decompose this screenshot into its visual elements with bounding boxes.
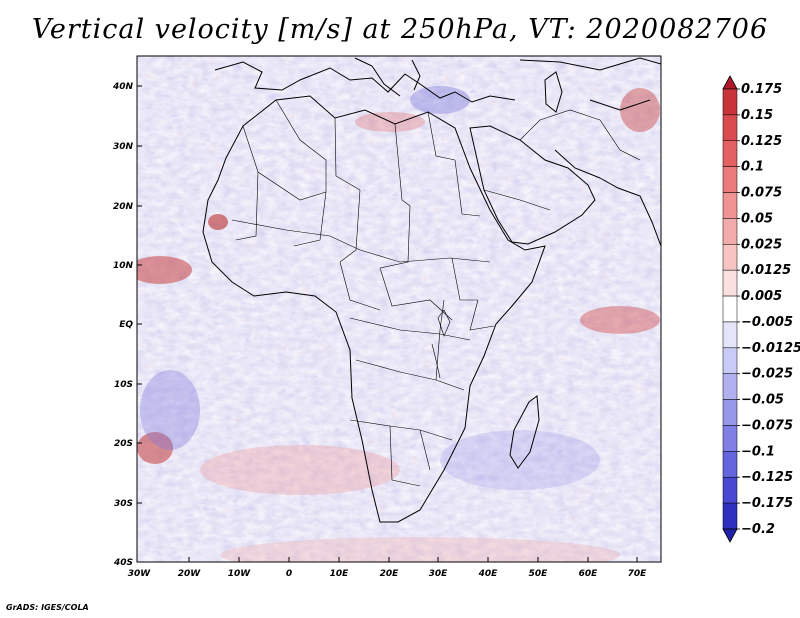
colorbar-bin xyxy=(722,347,738,374)
lat-label: 20S xyxy=(114,439,133,449)
lon-label: 60E xyxy=(579,569,599,579)
lon-label: 10E xyxy=(330,569,350,579)
colorbar-bin xyxy=(722,88,738,116)
lat-label: 20N xyxy=(113,202,134,212)
lat-label: 30S xyxy=(114,499,133,509)
colorbar-label: −0.025 xyxy=(741,367,793,382)
colorbar-label: 0.075 xyxy=(741,186,782,201)
lat-label: EQ xyxy=(119,320,133,330)
africa-coastline xyxy=(202,95,546,523)
colorbar-bin xyxy=(722,502,738,530)
lat-label: 40N xyxy=(112,82,134,92)
colorbar-labels: 0.175 0.15 0.125 0.1 0.075 0.05 0.025 0.… xyxy=(741,82,800,537)
axis-ticks xyxy=(137,85,638,563)
longitude-axis: 30W 20W 10W 0 10E 20E 30E 40E 50E 60E 70… xyxy=(128,569,647,579)
colorbar-max-triangle xyxy=(722,75,738,90)
colorbar-label: 0.05 xyxy=(741,211,773,226)
colorbar-bin xyxy=(722,399,738,426)
grads-credit: GrADS: IGES/COLA xyxy=(6,603,89,612)
colorbar-bin xyxy=(722,140,738,167)
asia-coastline xyxy=(599,177,661,247)
madagascar-coastline xyxy=(509,395,540,469)
latitude-axis: 40N 30N 20N 10N EQ 10S 20S 30S 40S xyxy=(112,82,134,568)
colorbar-bin xyxy=(722,476,738,504)
plot-frame xyxy=(136,55,662,563)
colorbar-bin xyxy=(722,166,738,193)
colorbar-bin xyxy=(722,451,738,478)
lon-label: 70E xyxy=(628,569,648,579)
colorbar-label: 0.0125 xyxy=(741,263,791,278)
colorbar-bin xyxy=(722,114,738,142)
lon-label: 20W xyxy=(178,569,202,579)
colorbar-bin xyxy=(722,425,738,452)
colorbar-bin xyxy=(722,269,738,297)
colorbar-label: −0.175 xyxy=(741,496,793,511)
lat-label: 40S xyxy=(113,558,133,568)
colorbar-min-triangle xyxy=(722,528,738,543)
caspian-coastline xyxy=(544,71,563,113)
lat-label: 10S xyxy=(114,380,133,390)
colorbar-bin xyxy=(722,321,738,349)
colorbar xyxy=(722,75,740,543)
colorbar-label: 0.175 xyxy=(741,82,782,97)
country-borders xyxy=(231,99,641,487)
lon-label: 30W xyxy=(128,569,152,579)
lon-label: 50E xyxy=(529,569,549,579)
colorbar-label: −0.005 xyxy=(741,315,793,330)
colorbar-label: 0.15 xyxy=(741,108,773,123)
colorbar-label: −0.1 xyxy=(741,444,775,459)
colorbar-label: −0.2 xyxy=(741,522,775,537)
lat-label: 10N xyxy=(113,261,134,271)
colorbar-label: 0.1 xyxy=(741,160,764,175)
colorbar-bin xyxy=(722,295,738,323)
colorbar-bin xyxy=(722,373,738,400)
lon-label: 30E xyxy=(429,569,449,579)
colorbar-bin xyxy=(722,218,738,245)
colorbar-label: 0.125 xyxy=(741,134,782,149)
colorbar-bin xyxy=(722,192,738,219)
colorbar-label: −0.125 xyxy=(741,470,793,485)
colorbar-label: 0.005 xyxy=(741,289,782,304)
lon-label: 20E xyxy=(380,569,400,579)
coastlines xyxy=(202,57,661,523)
europe-coastline xyxy=(214,61,516,103)
map-title: Vertical velocity [m/s] at 250hPa, VT: 2… xyxy=(31,14,769,45)
lon-label: 0 xyxy=(286,569,292,579)
lon-label: 40E xyxy=(478,569,499,579)
colorbar-label: −0.05 xyxy=(741,393,784,408)
colorbar-bin xyxy=(722,244,738,271)
colorbar-label: −0.075 xyxy=(741,418,793,433)
colorbar-label: −0.0125 xyxy=(741,341,800,356)
lat-label: 30N xyxy=(113,142,134,152)
lon-label: 10W xyxy=(228,569,252,579)
vertical-velocity-field xyxy=(137,56,661,562)
arabia-coastline xyxy=(469,125,596,245)
colorbar-label: 0.025 xyxy=(741,237,782,252)
